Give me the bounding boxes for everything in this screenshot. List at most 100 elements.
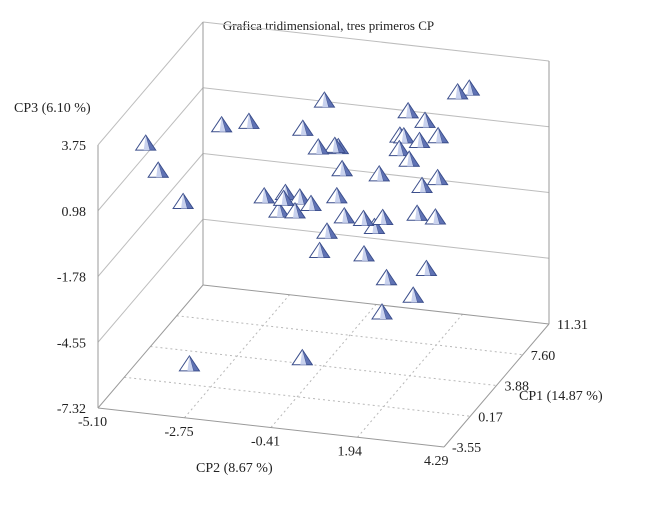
data-point (392, 126, 415, 144)
data-point (237, 112, 260, 129)
marker-highlight (309, 195, 315, 211)
data-point (291, 348, 314, 366)
data-point (446, 82, 469, 100)
data-point (371, 208, 394, 225)
marker-highlight (401, 127, 408, 143)
data-point (272, 189, 295, 206)
data-point (398, 150, 421, 167)
z-tick-label: 0.98 (62, 205, 87, 220)
data-point (406, 204, 429, 221)
marker-highlight (322, 92, 329, 108)
z-tick-label: -4.55 (57, 336, 86, 351)
y-tick-label: 3.88 (505, 380, 530, 395)
marker-highlight (362, 245, 368, 261)
x-tick-label: -2.75 (165, 425, 194, 440)
marker-highlight (411, 287, 418, 303)
data-point (352, 209, 375, 226)
marker-highlight (262, 187, 269, 203)
marker-highlight (293, 202, 299, 218)
marker-highlight (406, 102, 413, 118)
z-tick-label: -1.78 (57, 271, 86, 286)
floor-grid-y-0 (124, 376, 471, 417)
side-wall-grid-0 (97, 218, 204, 343)
axis-lines (97, 22, 550, 448)
data-point (308, 241, 331, 258)
marker-highlight (397, 140, 404, 156)
x-tick-label: 1.94 (338, 444, 363, 459)
floor-grid-x-2 (357, 313, 463, 438)
marker-highlight (435, 169, 442, 185)
data-point (333, 206, 356, 224)
data-point (331, 159, 354, 177)
marker-highlight (361, 210, 368, 226)
floor-grid-y-2 (176, 315, 523, 356)
data-point (284, 201, 306, 219)
data-point (300, 194, 322, 211)
side-wall-grid-1 (97, 153, 204, 277)
marker-highlight (332, 137, 339, 153)
data-point (402, 286, 425, 303)
cp1-axis-line (443, 323, 550, 448)
marker-highlight (467, 80, 474, 96)
floor-back-edge (97, 284, 204, 409)
y-tick-label: 0.17 (478, 410, 503, 425)
marker-highlight (281, 190, 288, 206)
data-point (371, 303, 393, 320)
data-point (458, 79, 481, 96)
y-tick-label: -3.55 (452, 441, 481, 456)
data-point (414, 111, 436, 128)
data-point (368, 164, 391, 182)
data-point (323, 136, 346, 153)
chart-title: Grafica tridimensional, tres primeros CP (222, 18, 435, 33)
marker-highlight (219, 116, 226, 132)
marker-highlight (415, 205, 422, 221)
marker-highlight (455, 83, 462, 99)
tick-labels: -5.10 -2.75 -0.41 1.94 4.29-3.55 0.173.88 7.60… (57, 139, 588, 469)
marker-highlight (423, 112, 429, 128)
data-point (424, 208, 447, 225)
marker-highlight (156, 162, 163, 178)
y-tick-label: 7.60 (531, 349, 556, 364)
data-point (375, 268, 398, 286)
back-wall-grid-3 (202, 21, 550, 62)
marker-highlight (300, 120, 307, 136)
y-axis-label: CP1 (14.87 %) (519, 389, 603, 404)
z-axis-label: CP3 (6.10 %) (14, 101, 91, 116)
data-point (307, 138, 330, 155)
marker-highlight (300, 349, 307, 365)
marker-highlight (377, 165, 384, 181)
back-wall-grid-2 (202, 87, 550, 128)
data-point (426, 168, 449, 186)
data-point (253, 186, 276, 204)
x-tick-label: -0.41 (251, 435, 280, 450)
x-tick-label: 4.29 (424, 454, 449, 469)
marker-highlight (384, 269, 391, 285)
marker-highlight (436, 127, 443, 143)
data-point (325, 186, 348, 204)
marker-highlight (380, 209, 387, 225)
data-point (178, 354, 201, 372)
data-point (397, 101, 420, 119)
data-point (210, 115, 233, 133)
marker-highlight (424, 260, 431, 276)
marker-highlight (316, 139, 323, 154)
marker-highlight (340, 160, 347, 176)
data-point (147, 161, 170, 178)
floor-grid-y-1 (150, 346, 497, 386)
data-point (291, 119, 314, 136)
data-point (427, 126, 450, 144)
data-point (353, 244, 375, 262)
marker-highlight (380, 304, 386, 319)
x-axis-label: CP2 (8.67 %) (196, 461, 273, 476)
data-points (134, 79, 481, 372)
data-point (316, 222, 338, 239)
y-tick-label: 11.31 (557, 318, 588, 333)
data-point (415, 259, 438, 276)
marker-highlight (317, 242, 324, 258)
marker-highlight (297, 189, 304, 204)
data-point (408, 131, 431, 148)
back-wall-grid-0 (202, 218, 550, 259)
floor-grid-x-0 (184, 294, 290, 419)
floor-grid-x-1 (270, 304, 377, 428)
